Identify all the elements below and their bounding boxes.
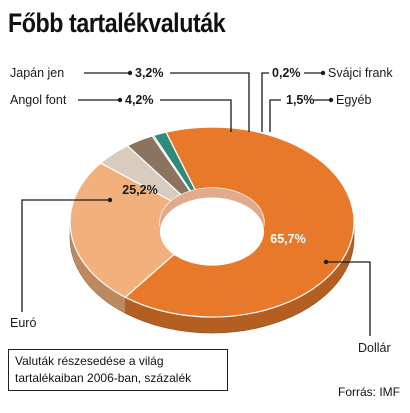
source-label: Forrás: IMF bbox=[338, 385, 400, 399]
legend-label-euro: Euró bbox=[10, 316, 36, 330]
legend-label-dollar: Dollár bbox=[358, 341, 391, 355]
leader-dollar bbox=[326, 261, 371, 336]
value-label-euro: 25,2% bbox=[122, 183, 157, 197]
donut-slices bbox=[69, 126, 355, 318]
leader-lines bbox=[21, 70, 371, 336]
slice-labels: Japán jen 3,2% Angol font 4,2% Svájci frank 0… bbox=[10, 66, 393, 355]
leader-dot-dollar bbox=[323, 259, 329, 265]
value-label-angol-font: 4,2% bbox=[125, 93, 154, 107]
legend-label-japan-jen: Japán jen bbox=[10, 66, 64, 80]
leader-tip-angol-font bbox=[160, 99, 232, 132]
legend-label-egyeb: Egyéb bbox=[336, 93, 371, 107]
leader-tip-egyeb bbox=[269, 99, 281, 132]
leader-dot-euro bbox=[107, 197, 113, 203]
legend-label-svajci-frank: Svájci frank bbox=[328, 66, 393, 80]
value-label-svajci-frank: 0,2% bbox=[272, 66, 301, 80]
leader-tip-japan-jen bbox=[170, 72, 250, 132]
value-label-egyeb: 1,5% bbox=[286, 93, 315, 107]
donut-hole-floor bbox=[160, 197, 264, 266]
chart-note: Valuták részesedése a világ tartalékaiba… bbox=[8, 349, 228, 391]
chart-title: Főbb tartalékvaluták bbox=[8, 8, 226, 38]
donut-inner-wall bbox=[160, 188, 264, 232]
legend-label-angol-font: Angol font bbox=[10, 93, 67, 107]
slice-dollar bbox=[124, 126, 355, 318]
value-label-dollar: 65,7% bbox=[270, 232, 305, 246]
leader-dot-egyeb bbox=[328, 97, 334, 103]
leader-dot-japan-jen bbox=[127, 70, 133, 76]
leader-euro bbox=[21, 199, 110, 312]
leader-tip-svajci-frank bbox=[261, 72, 269, 132]
value-label-japan-jen: 3,2% bbox=[135, 66, 164, 80]
leader-dot-svajci-frank bbox=[320, 70, 326, 76]
leader-dot-angol-font bbox=[117, 97, 123, 103]
